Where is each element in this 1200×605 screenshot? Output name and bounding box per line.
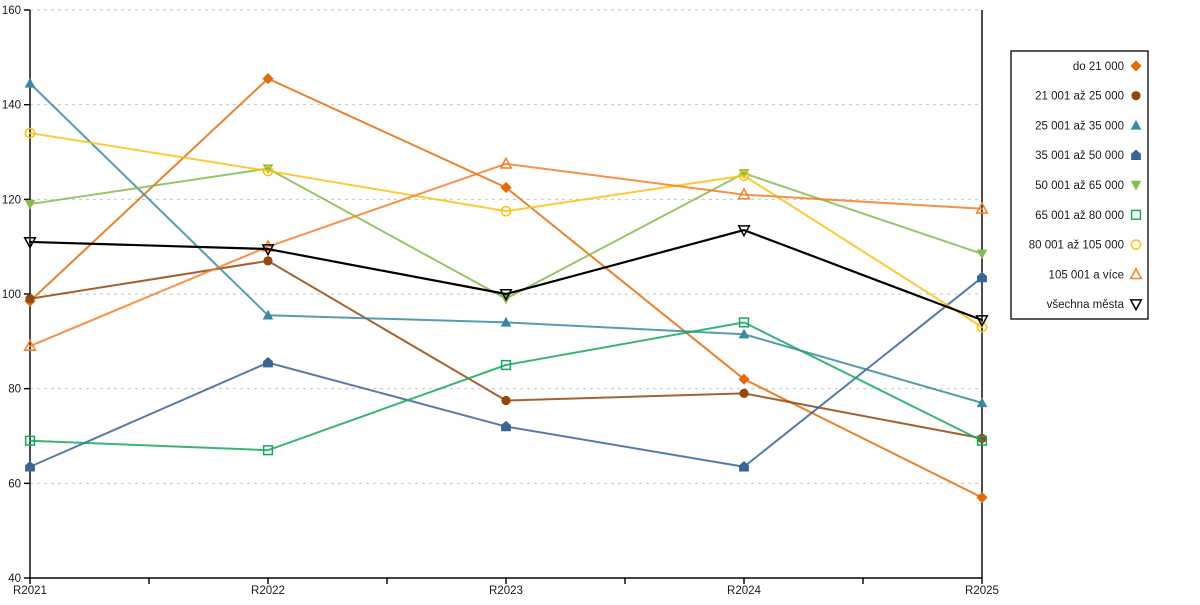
triangle-up-marker [1129,267,1143,280]
legend-label: všechna města [1047,299,1125,311]
pentagon-marker [25,461,35,472]
series-line [29,276,983,468]
triangle-up-marker [23,338,37,352]
triangle-down-marker [976,249,988,260]
y-tick-label: 40 [8,573,21,585]
triangle-down-marker [23,236,37,250]
pentagon-marker [977,271,987,283]
triangle-down-marker [24,199,36,210]
legend-label: 105 001 a více [1049,269,1124,281]
square-marker [262,445,274,456]
circle-marker [25,294,35,304]
circle-marker [501,395,511,406]
triangle-down-marker [1129,299,1143,312]
series-4 [25,271,987,472]
y-tick-label: 100 [2,289,21,301]
circle-marker [263,256,273,266]
diamond-marker [500,181,512,194]
y-tick-label: 120 [2,194,21,206]
legend-label: 35 001 až 50 000 [1035,150,1124,162]
y-tick-label: 60 [8,478,21,490]
triangle-up-marker [737,187,751,200]
square-marker [24,435,36,446]
series-8 [23,156,989,352]
legend: do 21 000 21 001 až 25 000 25 001 až 35 00… [1010,50,1149,320]
x-tick-label: R2022 [251,585,285,597]
triangle-down-marker [975,315,989,328]
triangle-up-marker [976,397,988,408]
y-tick-label: 160 [2,5,21,17]
circle-marker [24,127,36,139]
legend-item: 65 001 až 80 000 [1035,209,1142,222]
series-line [29,132,983,329]
circle-marker [262,165,274,177]
series-line [29,77,983,499]
legend-label: 25 001 až 35 000 [1035,120,1124,132]
legend-item: 35 001 až 50 000 [1035,149,1141,162]
legend-item: 50 001 až 65 000 [1035,180,1142,192]
series-line [29,321,983,452]
square-marker [976,435,988,446]
y-tick-label: 80 [8,384,21,396]
triangle-up-marker [262,309,274,320]
triangle-down-marker [261,244,275,257]
pentagon-marker [1131,149,1141,160]
triangle-up-marker [261,239,275,252]
legend-item: 105 001 a více [1049,267,1143,281]
circle-marker [500,205,512,217]
circle-marker [976,321,988,333]
square-marker [738,317,750,328]
triangle-down-marker [1130,180,1142,191]
series-line [29,162,983,348]
series-2 [25,256,987,443]
legend-label: 50 001 až 65 000 [1035,180,1124,192]
diamond-marker [1130,60,1142,72]
legend-box [1010,50,1149,320]
x-tick-label: R2024 [727,585,761,597]
diamond-marker [738,373,750,385]
triangle-up-marker [1130,119,1142,130]
series-line [29,82,983,404]
legend-item: 21 001 až 25 000 [1035,91,1141,103]
circle-marker [1131,91,1141,101]
series-1 [24,73,988,504]
pentagon-marker [501,420,511,432]
triangle-down-marker [737,225,751,238]
series-line [28,229,984,322]
pentagon-marker [739,461,749,472]
square-marker [1130,209,1142,220]
series-9 [23,225,989,328]
x-tick-label: R2021 [13,585,47,597]
triangle-up-marker [738,328,750,339]
circle-marker [738,170,750,182]
circle-marker [739,388,749,398]
legend-item: do 21 000 [1073,60,1142,73]
triangle-up-marker [499,156,513,169]
series-7 [24,127,988,333]
triangle-down-marker [499,289,513,302]
square-marker [500,359,512,371]
pentagon-marker [263,357,273,368]
legend-label: 65 001 až 80 000 [1035,210,1124,222]
legend-item: všechna města [1047,299,1143,312]
legend-label: 80 001 až 105 000 [1029,240,1124,252]
diamond-marker [976,491,988,504]
y-tick-label: 140 [2,100,21,112]
series-6 [24,317,988,456]
legend-item: 25 001 až 35 000 [1035,119,1142,132]
diamond-marker [262,73,274,85]
series-3 [24,77,988,408]
circle-marker [1130,239,1142,250]
x-tick-label: R2025 [965,585,999,597]
triangle-up-marker [500,316,512,327]
legend-label: do 21 000 [1073,61,1124,73]
legend-label: 21 001 až 25 000 [1035,91,1124,103]
triangle-up-marker [24,77,36,88]
legend-item: 80 001 až 105 000 [1029,239,1142,252]
x-tick-label: R2023 [489,585,523,597]
triangle-up-marker [975,201,989,214]
